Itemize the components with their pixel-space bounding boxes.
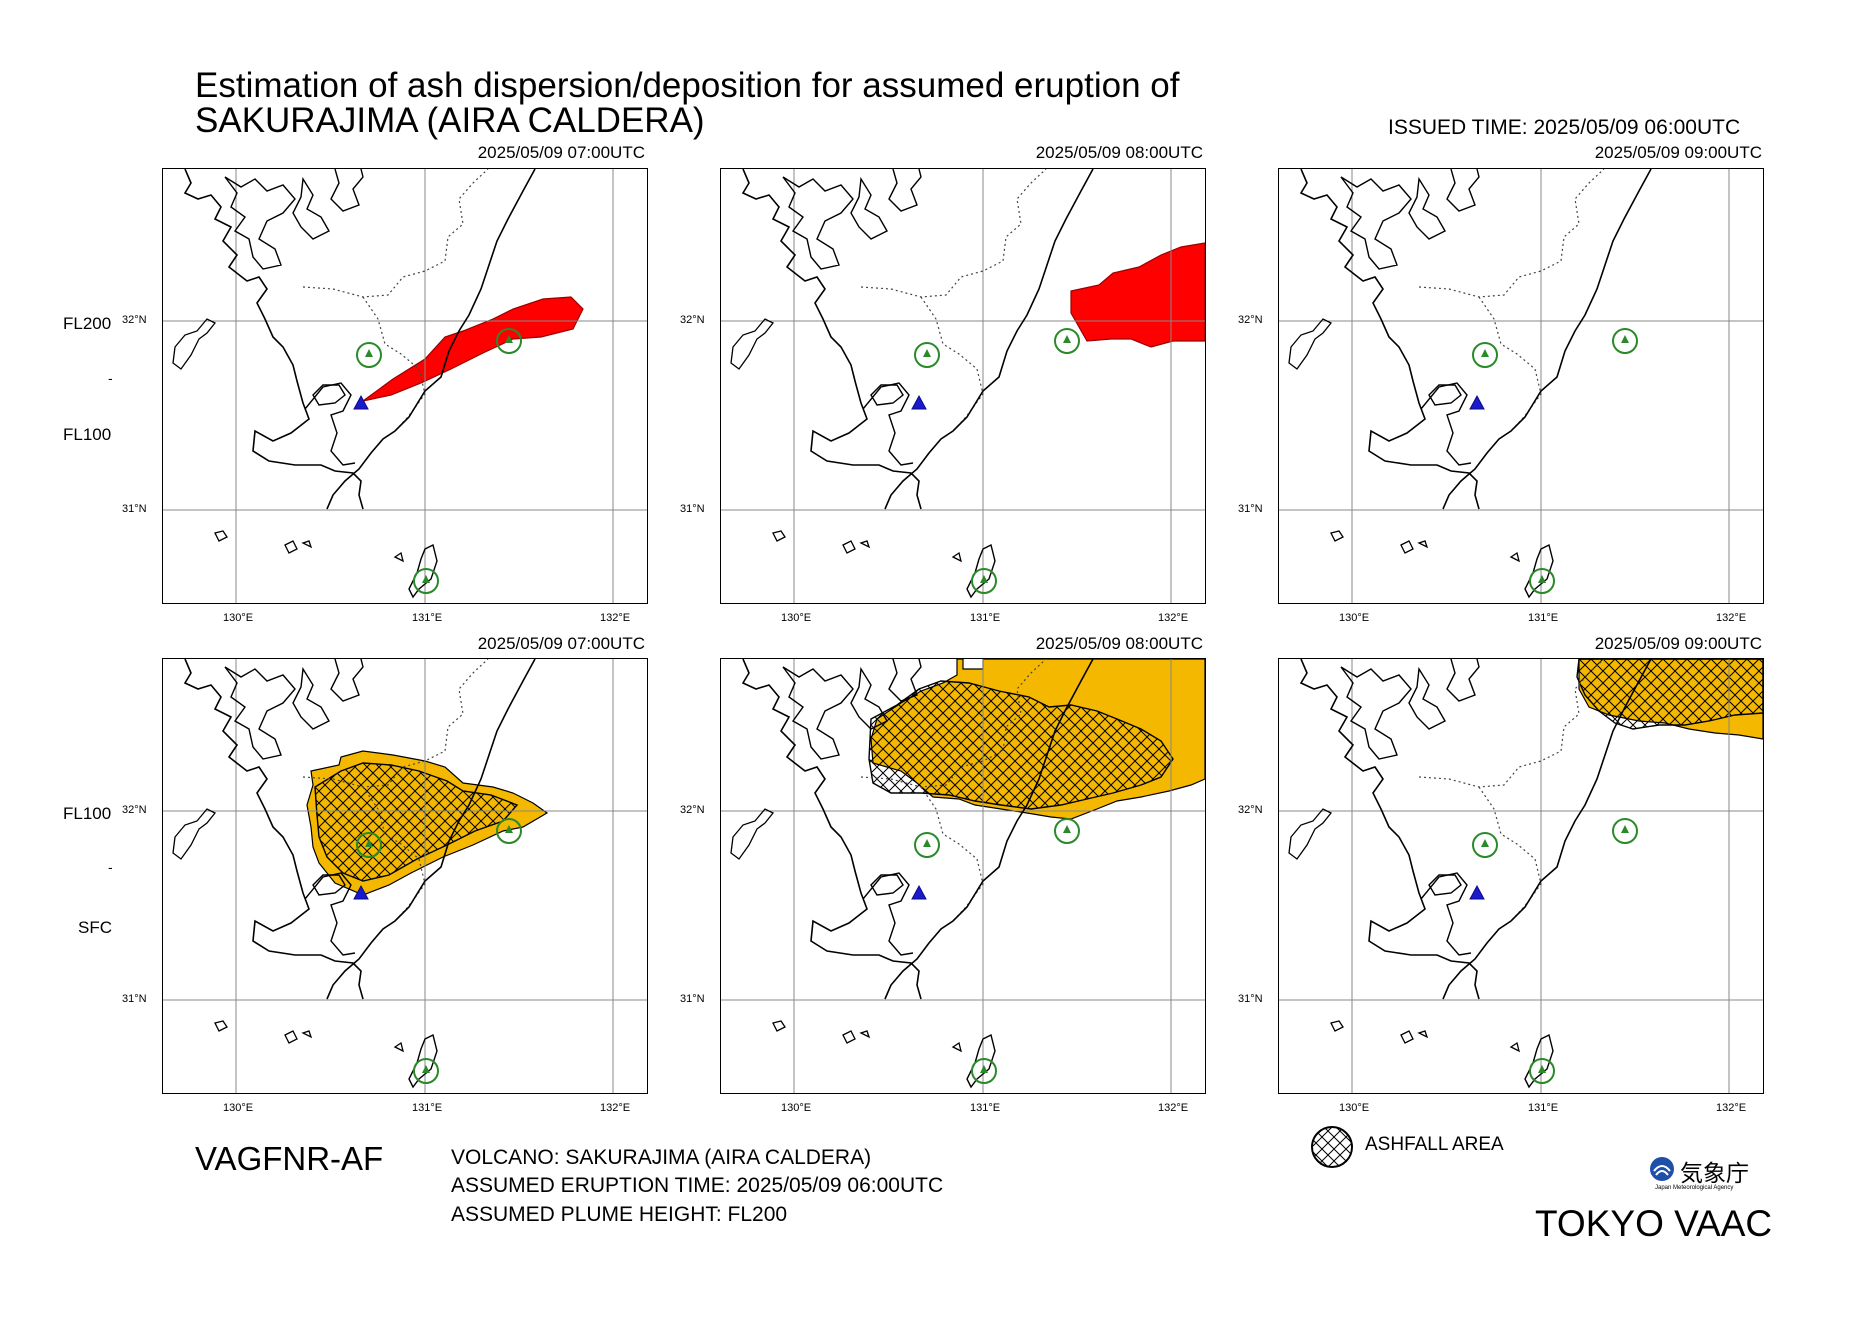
level-lower-separator: -	[108, 859, 113, 875]
panel-time-upper-3: 2025/05/09 09:00UTC	[1594, 143, 1762, 162]
map-title-line1: Estimation of ash dispersion/deposition …	[195, 66, 1180, 105]
ashfall-area	[868, 680, 1174, 810]
lon-tick-131-upper-2: 131°E	[970, 612, 1001, 624]
map-panel-lower-3	[1278, 658, 1764, 1094]
map-panel-upper-3	[1278, 168, 1764, 604]
eruption-time: ASSUMED ERUPTION TIME: 2025/05/09 06:00U…	[451, 1174, 944, 1197]
lat-tick-32-lower-3: 32°N	[1238, 804, 1263, 816]
map-panel-lower-1	[162, 658, 648, 1094]
crosshatch-icon	[1310, 1125, 1354, 1174]
lat-tick-32-upper-1: 32°N	[122, 314, 147, 326]
lon-tick-130-lower-3: 130°E	[1339, 1102, 1370, 1114]
lon-tick-131-upper-1: 131°E	[412, 612, 443, 624]
lon-tick-132-lower-1: 132°E	[600, 1102, 631, 1114]
lon-tick-130-lower-1: 130°E	[223, 1102, 254, 1114]
lon-tick-132-upper-2: 132°E	[1158, 612, 1189, 624]
lon-tick-132-lower-3: 132°E	[1716, 1102, 1747, 1114]
map-title-line2: SAKURAJIMA (AIRA CALDERA)	[195, 101, 705, 140]
map-panel-upper-1	[162, 168, 648, 604]
level-lower-top: FL100	[63, 804, 112, 823]
ashfall-area	[314, 762, 519, 882]
ash-cloud-region	[362, 296, 584, 402]
legend-ashfall-label: ASHFALL AREA	[1365, 1134, 1504, 1155]
panel-time-upper-2: 2025/05/09 08:00UTC	[1035, 143, 1203, 162]
lon-tick-131-lower-3: 131°E	[1528, 1102, 1559, 1114]
map-panel-upper-2	[720, 168, 1206, 604]
level-lower-bottom: SFC	[78, 918, 112, 937]
level-upper-top: FL200	[63, 314, 112, 333]
lon-tick-131-upper-3: 131°E	[1528, 612, 1559, 624]
lat-tick-31-lower-3: 31°N	[1238, 993, 1263, 1005]
lat-tick-32-upper-2: 32°N	[680, 314, 705, 326]
lon-tick-132-upper-3: 132°E	[1716, 612, 1747, 624]
lon-tick-130-upper-2: 130°E	[781, 612, 812, 624]
lat-tick-32-lower-2: 32°N	[680, 804, 705, 816]
panel-time-lower-1: 2025/05/09 07:00UTC	[477, 634, 645, 653]
lon-tick-132-lower-2: 132°E	[1158, 1102, 1189, 1114]
volcano-name: VOLCANO: SAKURAJIMA (AIRA CALDERA)	[451, 1146, 872, 1169]
lon-tick-131-lower-2: 131°E	[970, 1102, 1001, 1114]
lat-tick-31-upper-3: 31°N	[1238, 503, 1263, 515]
issued-time: ISSUED TIME: 2025/05/09 06:00UTC	[1388, 116, 1741, 139]
panel-time-upper-1: 2025/05/09 07:00UTC	[477, 143, 645, 162]
lat-tick-31-lower-1: 31°N	[122, 993, 147, 1005]
jma-logo-text: 気象庁	[1680, 1160, 1749, 1186]
map-panel-lower-2	[720, 658, 1206, 1094]
tokyo-vaac-label: TOKYO VAAC	[1535, 1203, 1773, 1244]
lon-tick-130-upper-3: 130°E	[1339, 612, 1370, 624]
lon-tick-132-upper-1: 132°E	[600, 612, 631, 624]
lon-tick-130-upper-1: 130°E	[223, 612, 254, 624]
ash-cloud-region	[1070, 242, 1205, 348]
lat-tick-31-upper-1: 31°N	[122, 503, 147, 515]
plume-height: ASSUMED PLUME HEIGHT: FL200	[451, 1203, 788, 1226]
lat-tick-31-upper-2: 31°N	[680, 503, 705, 515]
level-upper-bottom: FL100	[63, 425, 112, 444]
lon-tick-131-lower-1: 131°E	[412, 1102, 443, 1114]
lat-tick-32-lower-1: 32°N	[122, 804, 147, 816]
lat-tick-32-upper-3: 32°N	[1238, 314, 1263, 326]
jma-logo-subtext: Japan Meteorological Agency	[1655, 1185, 1734, 1191]
level-upper-separator: -	[108, 370, 113, 386]
product-code: VAGFNR-AF	[195, 1140, 384, 1177]
lat-tick-31-lower-2: 31°N	[680, 993, 705, 1005]
panel-time-lower-3: 2025/05/09 09:00UTC	[1594, 634, 1762, 653]
jma-logo-icon	[1648, 1155, 1676, 1188]
lon-tick-130-lower-2: 130°E	[781, 1102, 812, 1114]
panel-time-lower-2: 2025/05/09 08:00UTC	[1035, 634, 1203, 653]
